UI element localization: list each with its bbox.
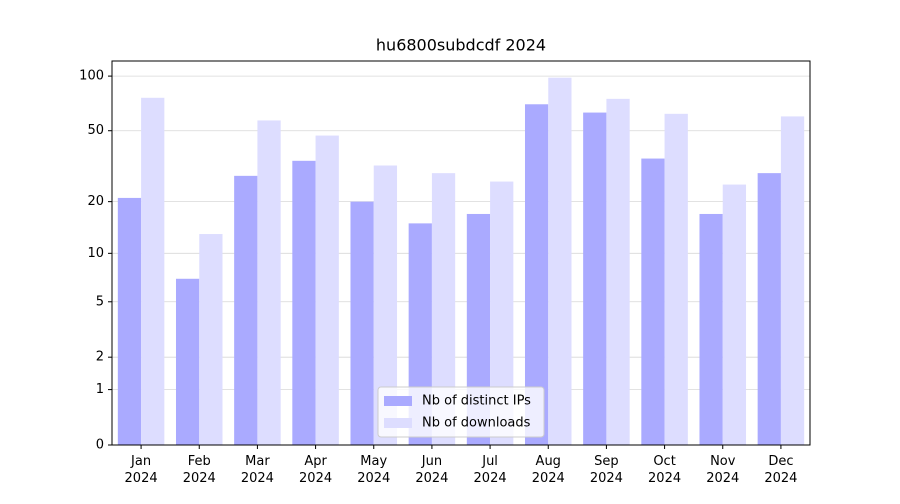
x-tick-label: Sep 2024 — [590, 454, 623, 486]
x-tick-label: May 2024 — [357, 454, 390, 486]
legend-swatch — [384, 396, 412, 406]
y-tick-label: 10 — [87, 246, 104, 261]
legend-box — [377, 386, 545, 438]
bar — [722, 184, 747, 446]
x-tick-label: Dec 2024 — [764, 454, 797, 486]
bar — [606, 98, 630, 445]
x-tick-label: Nov 2024 — [706, 454, 739, 486]
y-tick-label: 20 — [87, 194, 104, 209]
x-tick-label: Aug 2024 — [532, 454, 565, 486]
bar — [350, 201, 374, 445]
bar — [524, 104, 549, 445]
bar — [780, 116, 805, 445]
x-tick-label: Jun 2024 — [415, 454, 448, 486]
bar — [373, 165, 398, 445]
legend-label: Nb of distinct IPs — [422, 394, 531, 409]
y-tick-label: 2 — [96, 350, 104, 365]
bar — [490, 181, 514, 445]
bar — [664, 113, 688, 445]
x-tick-label: Feb 2024 — [183, 454, 216, 486]
y-tick-label: 50 — [87, 123, 104, 138]
x-tick-label: Oct 2024 — [648, 454, 681, 486]
y-tick-label: 100 — [79, 69, 104, 84]
legend: Nb of distinct IPs Nb of downloads — [377, 386, 545, 438]
bar — [699, 213, 723, 445]
plot-frame — [111, 60, 811, 446]
bar — [234, 175, 258, 446]
bar — [117, 197, 142, 445]
legend-label: Nb of downloads — [422, 416, 531, 431]
bar — [548, 77, 572, 445]
bar — [292, 160, 316, 445]
legend-swatch — [384, 418, 412, 428]
bar — [431, 173, 456, 445]
x-tick-label: Apr 2024 — [299, 454, 332, 486]
x-tick-label: Jul 2024 — [474, 454, 507, 486]
bar — [257, 120, 281, 445]
x-tick-label: Mar 2024 — [241, 454, 274, 486]
y-tick-label: 5 — [96, 294, 104, 309]
bar — [641, 158, 665, 445]
bar — [757, 173, 781, 445]
bar — [583, 112, 607, 445]
bar — [175, 278, 200, 445]
y-tick-label: 0 — [96, 438, 104, 453]
y-tick-label: 1 — [96, 382, 104, 397]
chart-title: hu6800subdcdf 2024 — [376, 36, 546, 55]
bar — [315, 135, 339, 445]
bar — [141, 97, 165, 445]
bar — [199, 234, 223, 445]
x-tick-label: Jan 2024 — [125, 454, 158, 486]
